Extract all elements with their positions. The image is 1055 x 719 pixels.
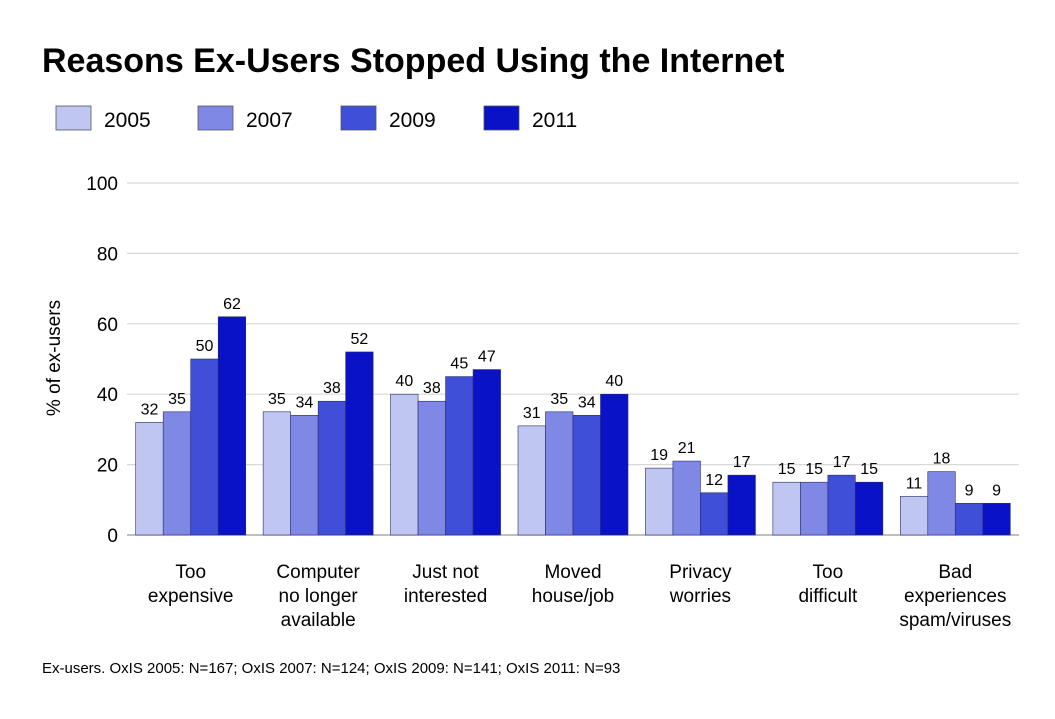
- data-label: 15: [860, 461, 878, 478]
- bar-2007: [290, 415, 319, 536]
- category-label: no longer: [279, 586, 359, 607]
- data-label: 9: [992, 482, 1001, 499]
- category-label: interested: [404, 586, 487, 607]
- data-label: 62: [223, 296, 241, 313]
- bar-2009: [572, 415, 601, 536]
- data-labels: 32 35 50 62 35 34 38 52 40 38 45 47 31 35 34 40 19 21 12 17…: [141, 296, 1002, 500]
- category-label: Privacy: [669, 562, 732, 583]
- data-label: 17: [733, 454, 751, 471]
- y-tick-label: 100: [86, 174, 118, 195]
- bar-2005: [390, 393, 419, 536]
- bar-2005: [135, 422, 164, 536]
- y-tick-label: 40: [97, 385, 118, 406]
- data-label: 38: [323, 380, 341, 397]
- category-label: Just not: [412, 562, 479, 583]
- data-label: 35: [268, 391, 286, 408]
- data-label: 11: [906, 475, 923, 492]
- legend-swatch-2011: [483, 105, 520, 131]
- data-label: 18: [933, 451, 951, 468]
- bar-2011: [217, 316, 247, 536]
- legend-swatch-2007: [197, 105, 234, 131]
- data-label: 19: [650, 447, 668, 464]
- footnote: Ex-users. OxIS 2005: N=167; OxIS 2007: N…: [42, 660, 620, 677]
- bar-2005: [899, 495, 929, 536]
- category-label: Too: [813, 562, 844, 583]
- bar-2007: [927, 471, 956, 536]
- legend-label-2005: 2005: [104, 109, 151, 132]
- bar-2009: [700, 492, 729, 536]
- category-label: expensive: [148, 586, 234, 607]
- bar-2011: [855, 481, 884, 536]
- y-tick-label: 0: [107, 526, 118, 547]
- bar-2009: [445, 376, 474, 536]
- category-label: difficult: [798, 586, 858, 607]
- data-label: 17: [833, 454, 851, 471]
- data-label: 15: [805, 461, 823, 478]
- data-label: 9: [965, 482, 974, 499]
- data-label: 12: [705, 472, 723, 489]
- bar-2011: [472, 369, 501, 536]
- y-axis-label: % of ex-users: [44, 300, 65, 416]
- data-label: 32: [141, 401, 159, 418]
- category-label: experiences: [904, 586, 1006, 607]
- bar-2009: [190, 358, 219, 536]
- bar-2007: [672, 460, 701, 536]
- bar-2007: [800, 481, 829, 536]
- bar-2007: [162, 411, 192, 536]
- data-label: 35: [168, 391, 186, 408]
- data-label: 45: [450, 356, 468, 373]
- bar-2005: [517, 425, 546, 536]
- legend-swatch-2009: [340, 105, 377, 131]
- data-label: 50: [196, 338, 214, 355]
- bar-2011: [345, 351, 374, 536]
- bar-2011: [600, 393, 629, 536]
- category-label: house/job: [532, 586, 614, 607]
- chart-title: Reasons Ex-Users Stopped Using the Inter…: [42, 42, 785, 80]
- legend-label-2011: 2011: [532, 109, 577, 132]
- bar-2009: [954, 503, 984, 536]
- category-label: Computer: [276, 562, 360, 583]
- y-tick-label: 80: [97, 244, 118, 265]
- data-label: 21: [678, 440, 696, 457]
- bar-2005: [645, 467, 674, 536]
- bar-2009: [317, 400, 346, 536]
- data-label: 34: [578, 394, 596, 411]
- category-label: worries: [669, 586, 731, 607]
- data-label: 31: [523, 405, 541, 422]
- data-label: 38: [423, 380, 441, 397]
- data-label: 40: [605, 373, 623, 390]
- bar-2007: [417, 400, 446, 536]
- category-label: Too: [175, 562, 206, 583]
- category-label: Bad: [938, 562, 972, 583]
- bars: [135, 316, 1011, 536]
- legend-label-2007: 2007: [246, 109, 293, 132]
- category-label: spam/viruses: [899, 610, 1011, 631]
- legend-swatch-2005: [55, 105, 92, 131]
- y-tick-label: 60: [97, 315, 118, 336]
- category-labels: Too expensive Computer no longer available Ju…: [148, 562, 1011, 631]
- category-label: Moved: [544, 562, 601, 583]
- data-label: 40: [395, 373, 413, 390]
- bar-2005: [262, 411, 291, 536]
- y-axis-ticks: 0 20 40 60 80 100: [86, 174, 118, 547]
- bar-2009: [827, 474, 856, 536]
- bar-2005: [772, 481, 801, 536]
- bar-2011: [727, 474, 756, 536]
- data-label: 34: [295, 394, 313, 411]
- category-label: available: [281, 610, 356, 631]
- data-label: 47: [478, 349, 496, 366]
- data-label: 15: [778, 461, 796, 478]
- bar-2007: [545, 411, 574, 536]
- data-label: 52: [350, 331, 368, 348]
- bar-2011: [982, 503, 1011, 536]
- legend-label-2009: 2009: [389, 109, 436, 132]
- data-label: 35: [550, 391, 568, 408]
- y-tick-label: 20: [97, 456, 118, 477]
- legend: 2005 2007 2009 2011: [55, 105, 577, 132]
